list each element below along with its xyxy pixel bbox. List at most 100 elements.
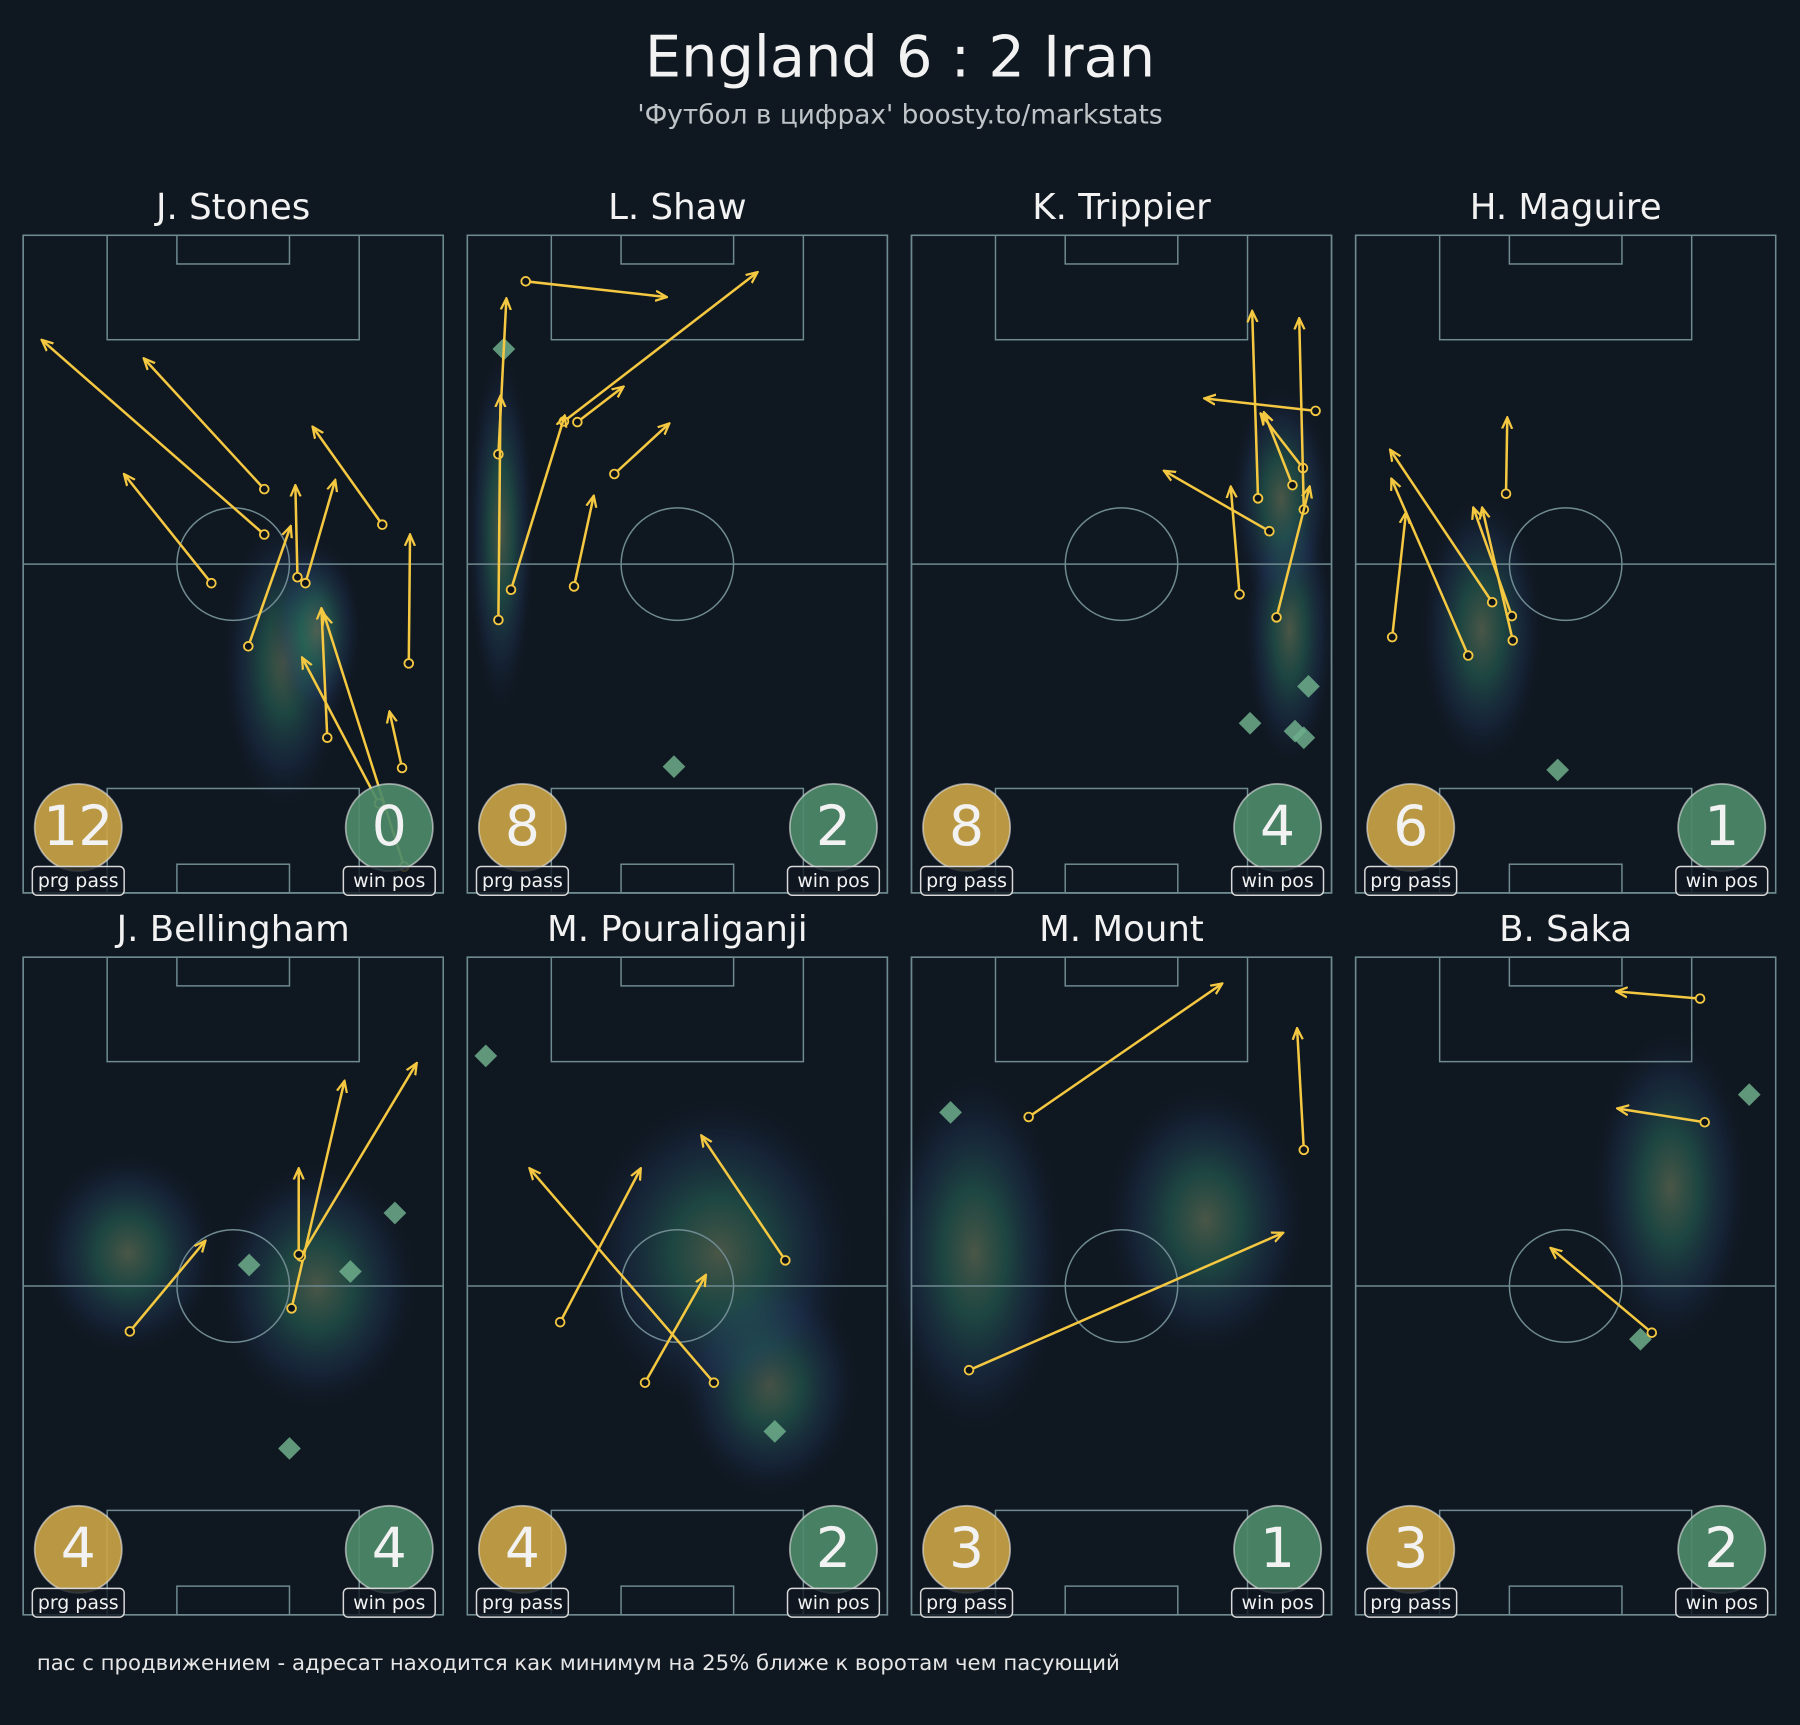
prg-pass-count: 12 [43,794,113,858]
pass-start [1486,596,1498,608]
prg-pass-count: 3 [949,1516,984,1580]
pitch-outline [22,234,444,894]
pass-start [708,1377,720,1388]
win-pos-label: win pos [1686,1592,1758,1614]
win-position [939,1101,962,1124]
pass-start [1694,993,1706,1004]
pass-start [124,1326,136,1337]
center-circle [1508,507,1623,622]
pass-arrow [572,496,594,587]
pass-start [609,468,620,480]
pass-start [520,276,531,287]
pass-start [243,641,254,652]
player-name: B. Saka [1499,909,1632,950]
win-pos-label: win pos [797,870,869,892]
pass-start [1500,488,1512,500]
pass-arrow [1297,1028,1306,1150]
win-pos-count: 1 [1704,794,1739,858]
player-panel: L. Shaw 8 prg pass 2 win pos [466,187,889,896]
win-pos-label-box [786,865,881,896]
win-pos-count: 2 [816,1516,851,1580]
pass-arrow [1506,417,1507,494]
win-pos-label: win pos [353,870,425,892]
win-pos-label-box [1230,865,1325,896]
pass-arrow [701,1135,787,1262]
win-pos-label-box [1675,865,1769,896]
prg-pass-label: prg pass [1370,1592,1451,1614]
pass-start [293,1249,304,1260]
pass-arrow [1551,1248,1653,1334]
pass-start [1264,525,1275,537]
pass-arrow [321,608,329,738]
center-circle [1064,507,1179,622]
pass-arrow [525,280,667,297]
player-panel: J. Bellingham 4 prg pass 4 win pos [22,909,444,1618]
pass-arrow [409,535,410,664]
density [1418,492,1545,768]
win-pos-count: 4 [1260,794,1295,858]
pass-arrow [1390,512,1406,638]
pass-arrow [42,340,266,536]
density [1102,1082,1309,1358]
pass-arrow [124,474,213,584]
pass-arrow [1264,412,1294,486]
win-pos-label-box [786,1587,881,1618]
win-pos-count: 1 [1260,1516,1295,1580]
pass-start [321,732,333,743]
pass-arrow [299,1063,417,1258]
player-panel: J. Stones 12 prg pass 0 win pos [22,187,444,896]
prg-pass-count: 6 [1393,794,1428,858]
pass-start [1271,612,1282,623]
win-pos-label-box [1675,1587,1769,1618]
prg-pass-label-box [31,865,125,896]
pass-arrow [389,711,404,769]
pass-start [780,1255,791,1266]
prg-pass-label: prg pass [38,1592,119,1614]
pass-start [258,483,270,495]
pitch-outline [910,956,1333,1616]
pass-arrow [304,480,335,584]
prg-pass-count: 4 [505,1516,540,1580]
pass-arrow [613,423,669,475]
win-pos-label: win pos [1686,870,1758,892]
pass-start [286,1303,297,1314]
prg-pass-label-box [1364,865,1458,896]
pass-arrow [144,358,266,490]
density [581,1092,858,1414]
center-circle [1508,1229,1623,1343]
win-position [1629,1327,1652,1351]
center-circle [1064,1229,1179,1343]
pass-arrow [1231,486,1241,595]
pass-arrow [529,1168,715,1384]
pass-start [403,658,415,669]
pass-start [258,529,270,540]
pass-start [1462,650,1474,661]
pass-arrow [302,657,381,805]
prg-pass-label-box [1364,1587,1458,1618]
player-name: K. Trippier [1032,187,1211,228]
density [466,347,536,715]
pass-start [396,762,408,774]
prg-pass-label-box [919,1587,1014,1618]
player-panel: K. Trippier 8 prg pass 4 win pos [910,187,1336,896]
pass-arrow [313,427,384,526]
win-pos-label-box [342,865,436,896]
pass-start [1287,479,1298,491]
pass-start [1234,589,1245,600]
pass-start [493,448,504,460]
prg-pass-count: 4 [61,1516,96,1580]
pass-arrow [509,415,565,591]
pass-start [206,577,217,589]
win-pos-label: win pos [797,1592,869,1614]
player-panel: M. Mount 3 prg pass 1 win pos [882,909,1333,1618]
pass-start [292,571,303,583]
prg-pass-label: prg pass [926,870,1007,892]
pass-start [963,1364,975,1376]
prg-pass-label-box [475,865,570,896]
pass-arrow [1473,508,1514,617]
prg-pass-label: prg pass [482,870,563,892]
pass-arrow [128,1241,206,1333]
title: England 6 : 2 Iran [645,23,1155,90]
center-circle [620,1229,735,1343]
